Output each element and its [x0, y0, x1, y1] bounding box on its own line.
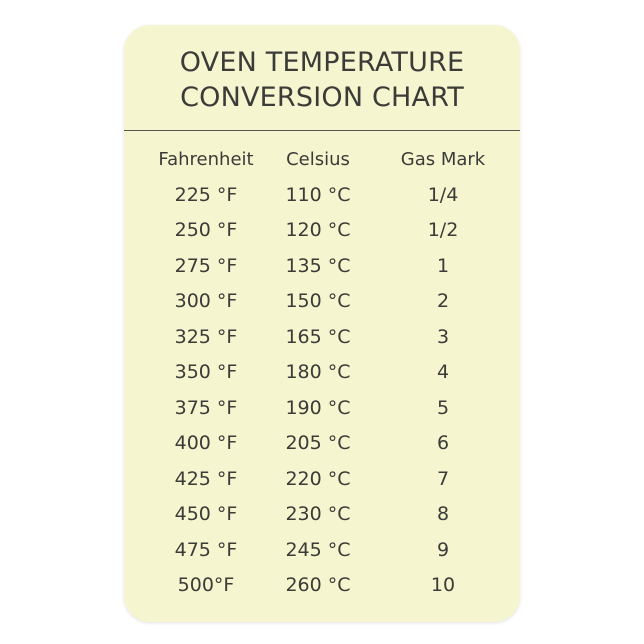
table-row: 425 °F 220 °C 7 — [124, 462, 520, 498]
header-gas-mark: Gas Mark — [400, 149, 486, 170]
gas-mark-cell: 1/2 — [427, 219, 459, 241]
fahrenheit-cell: 400 °F — [174, 432, 238, 454]
fahrenheit-cell: 450 °F — [174, 503, 238, 525]
gas-mark-cell: 1 — [436, 254, 450, 277]
gas-mark-cell: 4 — [436, 361, 450, 383]
table-row: 375 °F 190 °C 5 — [124, 391, 520, 427]
title-divider — [124, 130, 520, 131]
celsius-cell: 120 °C — [285, 219, 351, 241]
fahrenheit-cell: 350 °F — [174, 361, 238, 383]
header-celsius: Celsius — [286, 149, 350, 170]
table-row: 250 °F 120 °C 1/2 — [124, 213, 520, 249]
celsius-cell: 165 °C — [285, 325, 351, 348]
table-header: Fahrenheit Celsius Gas Mark — [124, 142, 520, 178]
gas-mark-cell: 6 — [436, 432, 450, 454]
fahrenheit-cell: 300 °F — [174, 290, 238, 312]
table-row: 300 °F 150 °C 2 — [124, 284, 520, 320]
gas-mark-cell: 7 — [436, 467, 450, 490]
table-row: 275 °F 135 °C 1 — [124, 249, 520, 285]
gas-mark-cell: 5 — [436, 396, 450, 419]
fahrenheit-cell: 500°F — [177, 574, 235, 596]
gas-mark-cell: 10 — [430, 574, 456, 596]
table-row: 450 °F 230 °C 8 — [124, 497, 520, 533]
celsius-cell: 230 °C — [285, 503, 351, 525]
celsius-cell: 135 °C — [285, 254, 351, 277]
conversion-chart-magnet: OVEN TEMPERATURE CONVERSION CHART Fahren… — [124, 25, 520, 622]
header-fahrenheit: Fahrenheit — [158, 149, 254, 170]
celsius-cell: 190 °C — [285, 396, 351, 419]
fahrenheit-cell: 225 °F — [174, 183, 238, 206]
title-line-2: CONVERSION CHART — [180, 82, 464, 113]
chart-title: OVEN TEMPERATURE CONVERSION CHART — [124, 45, 520, 115]
title-line-1: OVEN TEMPERATURE — [179, 47, 465, 78]
celsius-cell: 205 °C — [285, 432, 351, 454]
table-row: 500°F 260 °C 10 — [124, 568, 520, 604]
conversion-table: Fahrenheit Celsius Gas Mark 225 °F 110 °C… — [124, 142, 520, 604]
fahrenheit-cell: 250 °F — [174, 219, 238, 241]
table-row: 225 °F 110 °C 1/4 — [124, 178, 520, 214]
gas-mark-cell: 1/4 — [427, 183, 459, 206]
gas-mark-cell: 2 — [436, 290, 450, 312]
table-row: 350 °F 180 °C 4 — [124, 355, 520, 391]
table-row: 475 °F 245 °C 9 — [124, 533, 520, 569]
gas-mark-cell: 8 — [436, 503, 450, 525]
celsius-cell: 110 °C — [285, 183, 351, 206]
celsius-cell: 220 °C — [285, 467, 351, 490]
gas-mark-cell: 9 — [436, 538, 450, 561]
celsius-cell: 150 °C — [285, 290, 351, 312]
fahrenheit-cell: 425 °F — [174, 467, 238, 490]
fahrenheit-cell: 375 °F — [174, 396, 238, 419]
celsius-cell: 180 °C — [285, 361, 351, 383]
table-row: 400 °F 205 °C 6 — [124, 426, 520, 462]
celsius-cell: 260 °C — [285, 574, 351, 596]
fahrenheit-cell: 325 °F — [174, 325, 238, 348]
table-row: 325 °F 165 °C 3 — [124, 320, 520, 356]
gas-mark-cell: 3 — [436, 325, 450, 348]
celsius-cell: 245 °C — [285, 538, 351, 561]
fahrenheit-cell: 475 °F — [174, 538, 238, 561]
fahrenheit-cell: 275 °F — [174, 254, 238, 277]
